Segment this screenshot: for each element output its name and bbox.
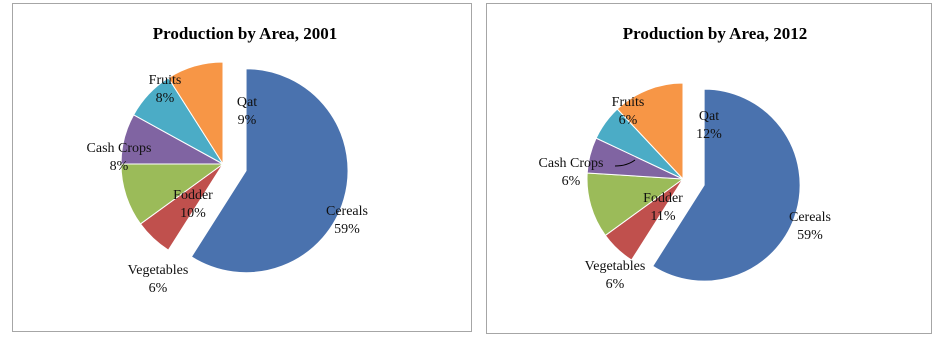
leader-line-cash-crops — [614, 159, 636, 167]
slice-label-cereals: Cereals — [326, 204, 368, 219]
slice-value-fruits: 8% — [156, 91, 175, 106]
pie-chart-2001: Production by Area, 2001 Cereals 59% Veg… — [87, 24, 368, 296]
chart-panel-2012: Production by Area, 2012 Cereals 59% Veg… — [486, 3, 932, 334]
pie-slice-qat — [167, 61, 224, 166]
slice-label-qat: Qat — [699, 109, 719, 124]
slice-value-qat: 9% — [238, 113, 257, 128]
slice-value-cash-crops: 8% — [110, 159, 129, 174]
chart-panel-2001: Production by Area, 2001 Cereals 59% Veg… — [12, 3, 472, 332]
slice-label-fruits: Fruits — [612, 95, 645, 110]
slice-label-cash-crops: Cash Crops — [539, 156, 604, 171]
pie-slice-fodder — [586, 172, 685, 237]
slice-label-fodder: Fodder — [173, 188, 213, 203]
slice-value-fodder: 11% — [650, 209, 675, 224]
slice-value-cereals: 59% — [334, 222, 360, 237]
chart-title: Production by Area, 2012 — [623, 24, 808, 43]
chart-title: Production by Area, 2001 — [153, 24, 338, 43]
slice-value-cereals: 59% — [797, 228, 823, 243]
slice-value-qat: 12% — [696, 127, 722, 142]
slice-value-cash-crops: 6% — [562, 174, 581, 189]
slice-label-qat: Qat — [237, 95, 257, 110]
slice-label-cash-crops: Cash Crops — [87, 141, 152, 156]
slice-label-vegetables: Vegetables — [585, 259, 646, 274]
slice-label-fodder: Fodder — [643, 191, 683, 206]
slice-value-fodder: 10% — [180, 206, 206, 221]
slice-label-vegetables: Vegetables — [128, 263, 189, 278]
pie-slice-cereals — [651, 88, 801, 282]
slice-label-cereals: Cereals — [789, 210, 831, 225]
pie-chart-2012: Production by Area, 2012 Cereals 59% Veg… — [539, 24, 831, 292]
pie-slice-cereals — [190, 68, 349, 274]
slice-label-fruits: Fruits — [149, 73, 182, 88]
pie-slice-qat — [616, 82, 684, 181]
slice-value-vegetables: 6% — [606, 277, 625, 292]
slice-value-fruits: 6% — [619, 113, 638, 128]
slice-value-vegetables: 6% — [149, 281, 168, 296]
